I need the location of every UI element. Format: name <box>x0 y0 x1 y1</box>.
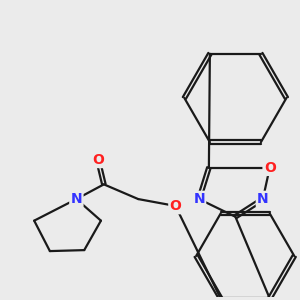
Text: N: N <box>257 192 269 206</box>
Text: N: N <box>193 192 205 206</box>
Text: O: O <box>92 153 104 167</box>
Text: O: O <box>169 199 181 213</box>
Text: N: N <box>70 192 82 206</box>
Text: O: O <box>264 161 276 175</box>
